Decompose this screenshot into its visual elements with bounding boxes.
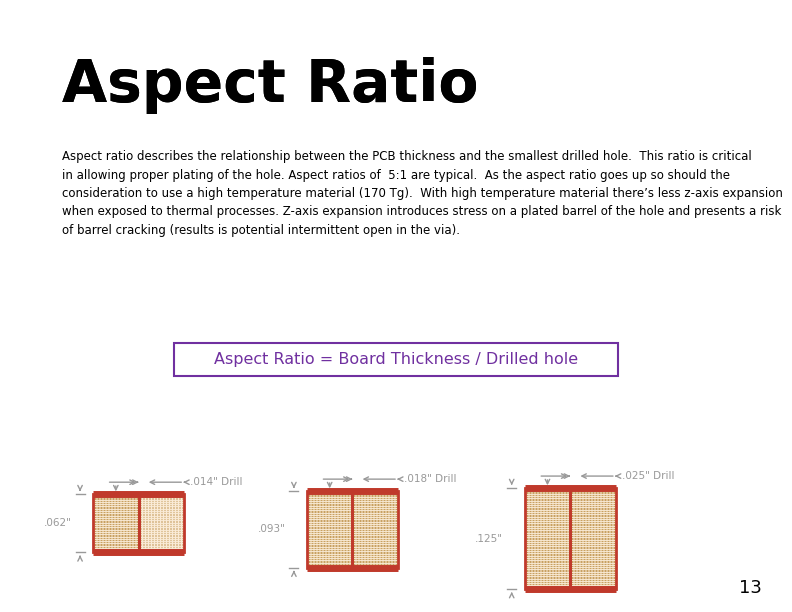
Text: .018" Drill: .018" Drill: [404, 474, 456, 484]
Bar: [139, 494, 184, 552]
Bar: [307, 491, 352, 568]
Text: Aspect Ratio = Board Thickness / Drilled hole: Aspect Ratio = Board Thickness / Drilled…: [214, 352, 578, 367]
Bar: [352, 491, 398, 568]
Text: .125": .125": [475, 534, 503, 543]
Text: Aspect Ratio: Aspect Ratio: [62, 57, 478, 114]
Bar: [93, 494, 139, 552]
Text: .014" Drill: .014" Drill: [190, 477, 242, 487]
Bar: [525, 488, 570, 589]
Bar: [352, 491, 398, 568]
Text: .062": .062": [44, 518, 71, 528]
Text: 13: 13: [739, 579, 762, 597]
Text: Aspect Ratio: Aspect Ratio: [62, 57, 478, 114]
Bar: [93, 494, 139, 552]
Bar: [139, 494, 184, 552]
Text: Aspect ratio describes the relationship between the PCB thickness and the smalle: Aspect ratio describes the relationship …: [62, 150, 782, 237]
Bar: [570, 488, 616, 589]
Bar: [307, 491, 352, 568]
Text: .093": .093": [257, 524, 285, 534]
Text: .025" Drill: .025" Drill: [622, 471, 674, 481]
Bar: [570, 488, 616, 589]
Bar: [525, 488, 570, 589]
Bar: [174, 343, 618, 376]
